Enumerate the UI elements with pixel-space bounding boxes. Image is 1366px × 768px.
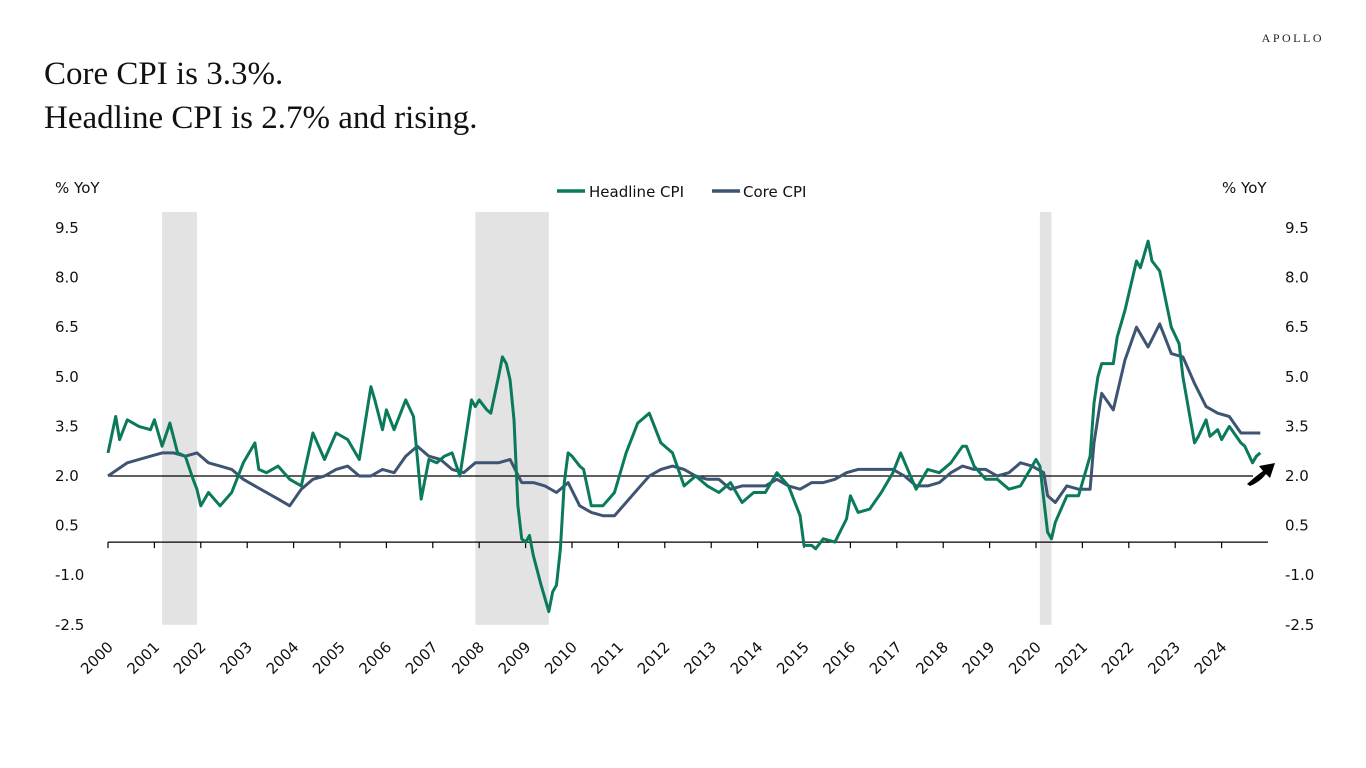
upward-arrow-icon: [1247, 463, 1275, 486]
x-tick-label: 2007: [402, 638, 442, 678]
y-tick-label-left: 6.5: [55, 318, 79, 336]
apollo-logo: APOLLO: [1261, 31, 1324, 45]
x-tick-label: 2004: [263, 638, 303, 678]
y-tick-label-left: -1.0: [55, 566, 84, 584]
x-tick-label: 2011: [587, 638, 627, 678]
recession-band: [475, 211, 549, 625]
y-tick-label-left: -2.5: [55, 616, 84, 634]
x-tick-label: 2003: [216, 638, 256, 678]
legend: Headline CPI Core CPI: [557, 183, 806, 201]
headline-cpi-line: [106, 239, 1262, 614]
recession-band: [162, 211, 197, 625]
x-tick-label: 2024: [1191, 638, 1231, 678]
core-cpi-line: [107, 322, 1261, 518]
x-tick-label: 2008: [448, 638, 488, 678]
y-tick-label-right: 5.0: [1285, 368, 1309, 386]
x-tick-label: 2019: [959, 638, 999, 678]
x-tick-label: 2018: [912, 638, 952, 678]
y-tick-label-right: 9.5: [1285, 219, 1309, 237]
y-tick-label-left: 3.5: [55, 417, 79, 435]
x-tick-label: 2005: [309, 638, 349, 678]
x-tick-label: 2001: [123, 638, 163, 678]
x-tick-label: 2010: [541, 638, 581, 678]
legend-label-headline: Headline CPI: [589, 183, 684, 201]
chart-title: Core CPI is 3.3%. Headline CPI is 2.7% a…: [44, 52, 478, 140]
x-tick-label: 2016: [819, 638, 859, 678]
x-tick-label: 2002: [170, 638, 210, 678]
y-tick-label-left: 9.5: [55, 219, 79, 237]
y-axis-label-right: % YoY: [1222, 179, 1267, 197]
recession-band: [1039, 211, 1052, 625]
x-tick-label: 2012: [634, 638, 674, 678]
x-tick-label: 2015: [773, 638, 813, 678]
y-tick-label-left: 5.0: [55, 368, 79, 386]
y-tick-label-right: 3.5: [1285, 417, 1309, 435]
x-tick-label: 2014: [727, 638, 767, 678]
x-tick-label: 2000: [77, 638, 117, 678]
x-tick-label: 2021: [1051, 638, 1091, 678]
y-axis-label-left: % YoY: [55, 179, 100, 197]
y-tick-label-right: -1.0: [1285, 566, 1314, 584]
x-tick-label: 2006: [355, 638, 395, 678]
x-tick-label: 2023: [1144, 638, 1184, 678]
title-line-1: Core CPI is 3.3%.: [44, 56, 284, 92]
x-tick-label: 2013: [680, 638, 720, 678]
y-tick-label-left: 8.0: [55, 269, 79, 287]
x-tick-label: 2017: [866, 638, 906, 678]
y-tick-label-right: -2.5: [1285, 616, 1314, 634]
y-tick-label-right: 8.0: [1285, 269, 1309, 287]
legend-label-core: Core CPI: [743, 183, 806, 201]
y-tick-label-right: 6.5: [1285, 318, 1309, 336]
x-tick-label: 2009: [495, 638, 535, 678]
x-tick-label: 2020: [1005, 638, 1045, 678]
y-tick-label-right: 0.5: [1285, 517, 1309, 535]
x-tick-label: 2022: [1098, 638, 1138, 678]
y-tick-label-right: 2.0: [1285, 467, 1309, 485]
title-line-2: Headline CPI is 2.7% and rising.: [44, 100, 478, 136]
y-tick-label-left: 0.5: [55, 517, 79, 535]
y-tick-label-left: 2.0: [55, 467, 79, 485]
